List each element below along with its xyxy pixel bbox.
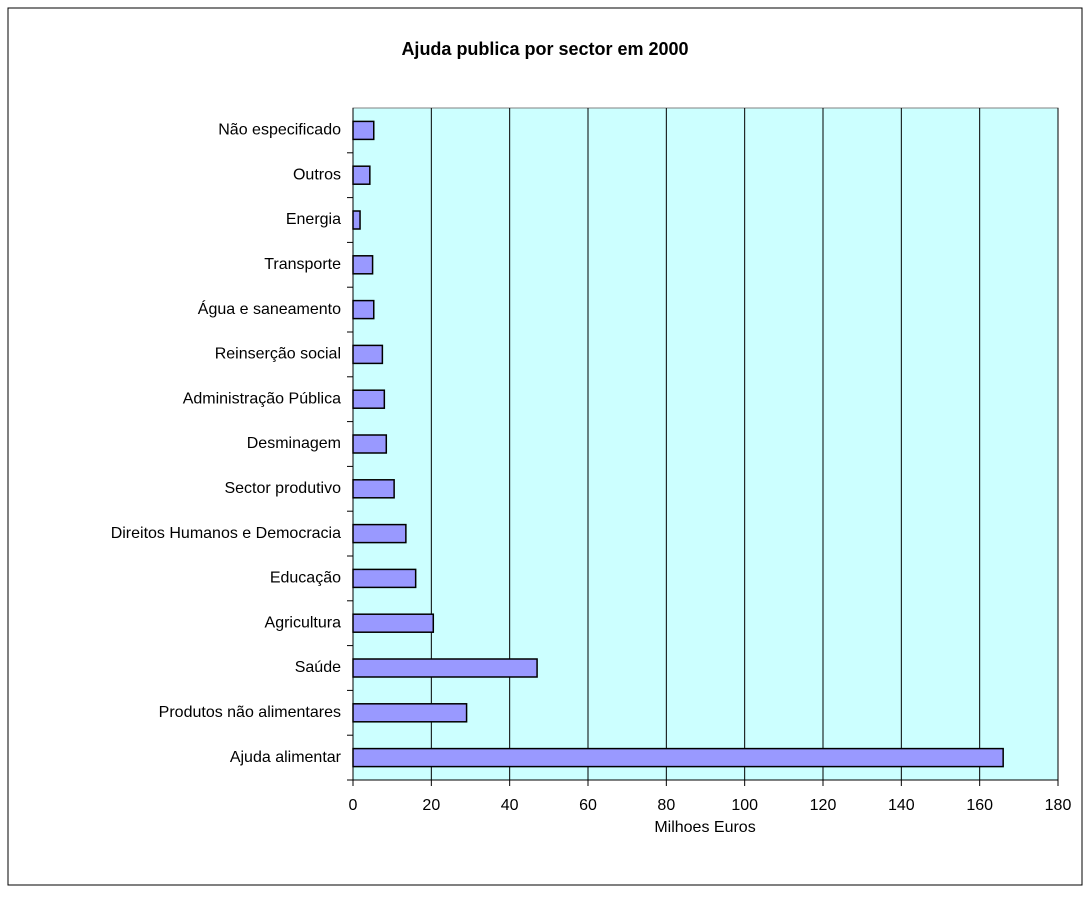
bar: [352, 747, 1004, 768]
x-tick-label: 100: [731, 797, 758, 814]
y-tick-label: Energia: [286, 211, 341, 228]
bar: [352, 703, 468, 723]
y-tick-label: Transporte: [264, 256, 341, 273]
x-tick-label: 180: [1045, 797, 1072, 814]
y-tick-label: Água e saneamento: [198, 299, 341, 318]
bar: [352, 255, 374, 275]
chart-title: Ajuda publica por sector em 2000: [401, 39, 688, 59]
x-tick-label: 20: [422, 797, 440, 814]
bar: [352, 479, 395, 499]
y-tick-label: Produtos não alimentares: [159, 704, 341, 721]
y-tick-label: Direitos Humanos e Democracia: [111, 525, 341, 542]
y-tick-label: Não especificado: [218, 122, 341, 139]
y-tick-label: Saúde: [295, 659, 341, 676]
bar: [352, 658, 538, 678]
y-tick-label: Educação: [270, 570, 341, 587]
plot-area: [352, 107, 1059, 781]
bar: [352, 344, 384, 365]
bar: [352, 210, 361, 230]
x-tick-label: 160: [966, 797, 993, 814]
x-tick-label: 120: [810, 797, 837, 814]
bar: [352, 434, 388, 454]
bar: [352, 120, 375, 141]
x-tick-label: 40: [501, 797, 519, 814]
y-tick-label: Agricultura: [265, 614, 342, 631]
x-tick-label: 60: [579, 797, 597, 814]
y-tick-label: Administração Pública: [183, 390, 341, 407]
y-tick-label: Outros: [293, 166, 341, 183]
bar: [352, 389, 386, 409]
bar: [352, 165, 371, 185]
x-tick-label: 80: [657, 797, 675, 814]
x-tick-label: 0: [349, 797, 358, 814]
y-tick-label: Reinserção social: [215, 346, 341, 363]
x-axis-label: Milhoes Euros: [654, 819, 755, 836]
y-tick-label: Sector produtivo: [224, 480, 341, 497]
bar: [352, 299, 375, 320]
bar: [352, 613, 435, 633]
y-tick-label: Ajuda alimentar: [230, 749, 342, 766]
x-tick-label: 140: [888, 797, 915, 814]
bar: [352, 568, 417, 589]
y-tick-label: Desminagem: [247, 435, 341, 452]
bar: [352, 523, 407, 544]
